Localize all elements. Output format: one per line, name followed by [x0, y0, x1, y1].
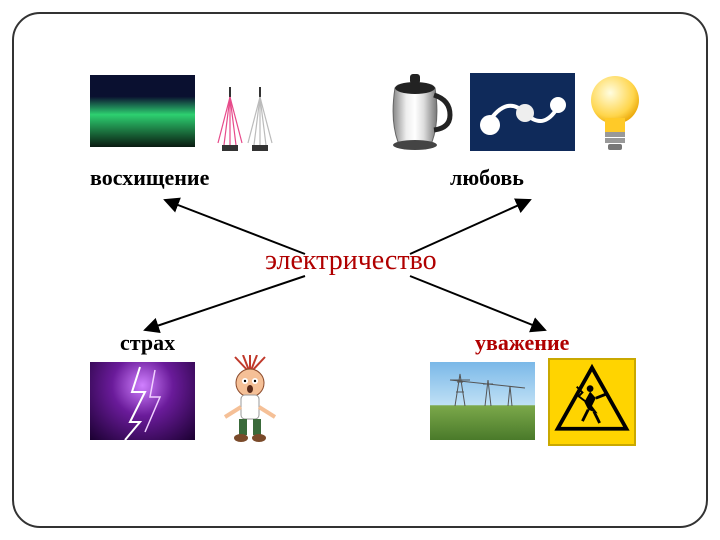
image-lightning [90, 362, 195, 440]
image-warning-sign [548, 358, 636, 446]
label-bottom-right: уважение [475, 330, 569, 356]
label-bottom-left: страх [120, 330, 175, 356]
label-top-right: любовь [450, 165, 524, 191]
image-tassels [200, 75, 290, 157]
image-wires [470, 73, 575, 151]
label-top-left: восхищение [90, 165, 209, 191]
label-center: электричество [265, 245, 437, 277]
image-lightbulb [585, 70, 645, 155]
image-powerlines [430, 362, 535, 440]
image-cartoon-shock [205, 355, 295, 445]
image-kettle [370, 60, 460, 155]
image-aurora [90, 75, 195, 147]
